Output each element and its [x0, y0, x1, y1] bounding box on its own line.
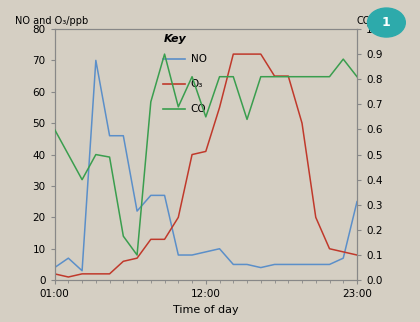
- Text: NO and O₃/ppb: NO and O₃/ppb: [15, 16, 89, 26]
- Circle shape: [368, 8, 405, 37]
- Text: CO: CO: [191, 104, 206, 114]
- Text: O₃: O₃: [191, 79, 203, 89]
- Text: NO: NO: [191, 54, 207, 64]
- X-axis label: Time of day: Time of day: [173, 305, 239, 315]
- Text: CO/ppm: CO/ppm: [357, 16, 396, 26]
- Text: 1: 1: [382, 16, 391, 29]
- Text: Key: Key: [163, 34, 186, 44]
